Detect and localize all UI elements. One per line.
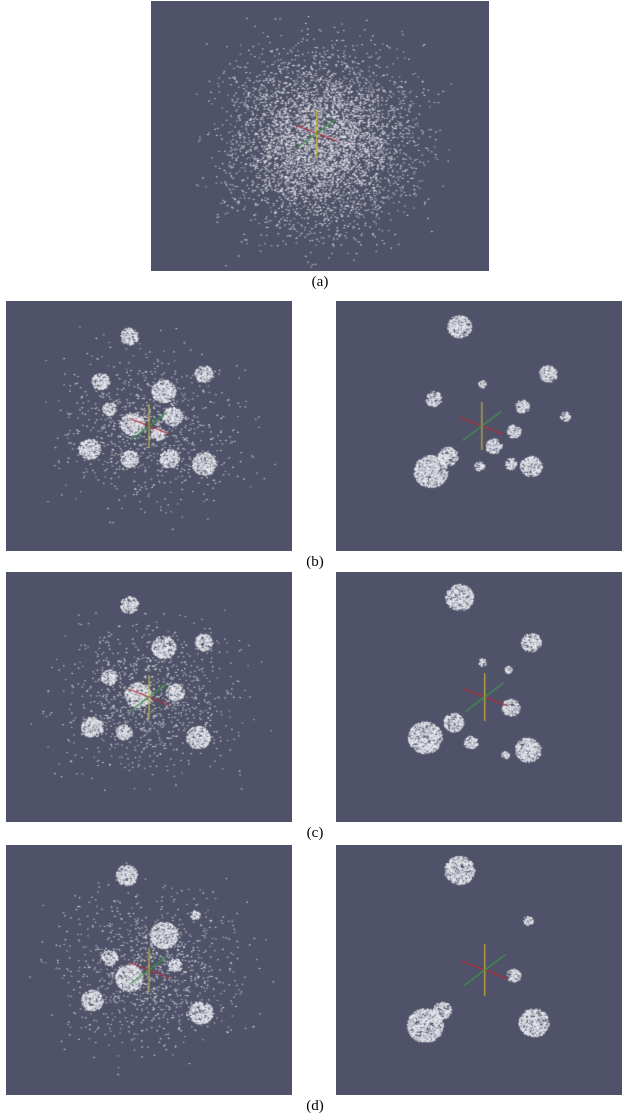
point-cloud-render xyxy=(336,845,622,1095)
panel-d-left-point-cloud xyxy=(6,845,292,1095)
panel-c-right-point-cloud xyxy=(336,572,622,822)
caption-c: (c) xyxy=(306,825,324,841)
point-cloud-render xyxy=(6,301,292,551)
caption-a: (a) xyxy=(311,274,329,290)
point-cloud-render xyxy=(6,845,292,1095)
panel-a-point-cloud xyxy=(151,1,489,271)
panel-b-right-point-cloud xyxy=(336,301,622,551)
caption-d: (d) xyxy=(306,1098,324,1114)
caption-b: (b) xyxy=(306,554,324,570)
panel-d-right-point-cloud xyxy=(336,845,622,1095)
point-cloud-render xyxy=(151,1,489,271)
point-cloud-render xyxy=(336,572,622,822)
panel-b-left-point-cloud xyxy=(6,301,292,551)
panel-c-left-point-cloud xyxy=(6,572,292,822)
point-cloud-render xyxy=(6,572,292,822)
point-cloud-render xyxy=(336,301,622,551)
